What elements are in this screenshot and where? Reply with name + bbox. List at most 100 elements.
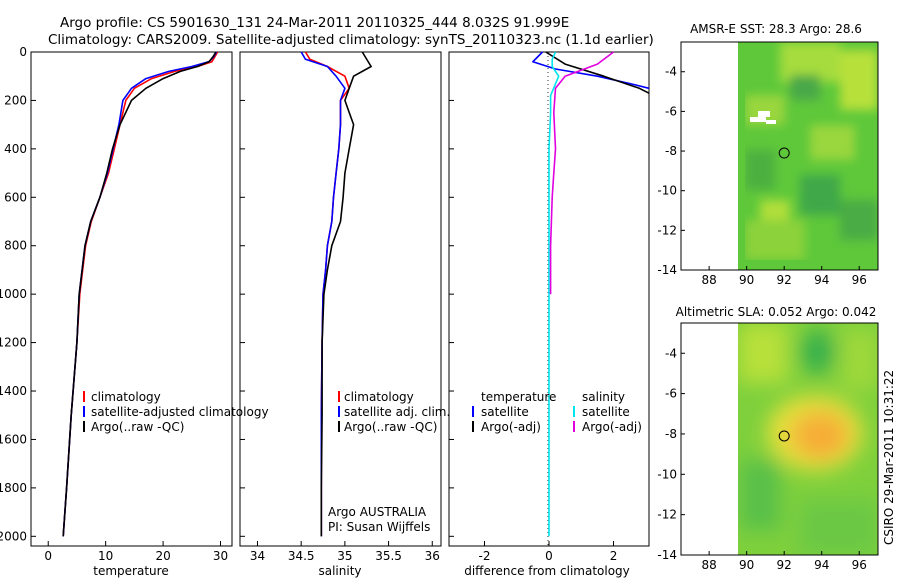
legend-label-climatology: climatology bbox=[91, 390, 161, 404]
legend-label-climatology: climatology bbox=[344, 390, 414, 404]
map-frame bbox=[680, 322, 879, 556]
y-tick-label: 1600 bbox=[0, 432, 27, 446]
legend-swatch-climatology bbox=[83, 391, 85, 402]
axis-ticks-sla: 88 90 92 94 96 -4 -6 -8 -10 -12 -14 bbox=[657, 346, 866, 572]
legend-swatch-temp-satellite bbox=[472, 406, 474, 417]
series-lines-temperature bbox=[62, 51, 219, 537]
y-tick-label: 1400 bbox=[0, 384, 27, 398]
axis-ticks-temperature: 0 10 20 30 0 200 400 600 800 1000 1200 1400 1600 1800… bbox=[0, 45, 228, 563]
series-lines-difference bbox=[532, 51, 650, 537]
series-line bbox=[62, 51, 219, 537]
series-line bbox=[545, 51, 650, 94]
y-tick-label: -6 bbox=[665, 387, 677, 401]
panel-temperature: 0 10 20 30 0 200 400 600 800 1000 1200 1400 1600 1800… bbox=[0, 45, 269, 578]
x-tick-label: 90 bbox=[739, 558, 754, 572]
y-tick-label: 1200 bbox=[0, 336, 27, 350]
x-axis-label: salinity bbox=[318, 564, 361, 578]
x-tick-label: -2 bbox=[478, 549, 490, 563]
y-tick-label: -12 bbox=[657, 508, 677, 522]
legend-title-salinity: salinity bbox=[582, 390, 625, 404]
y-tick-label: 800 bbox=[4, 239, 27, 253]
y-tick-label: -14 bbox=[657, 263, 677, 277]
x-tick-label: 34.5 bbox=[288, 549, 315, 563]
legend-temperature: climatology satellite-adjusted climatolo… bbox=[83, 390, 269, 434]
series-lines-salinity bbox=[300, 51, 372, 537]
y-tick-label: 0 bbox=[19, 45, 27, 59]
x-tick-label: 20 bbox=[155, 549, 170, 563]
legend-swatch-argo bbox=[83, 421, 85, 432]
x-tick-label: 35 bbox=[337, 549, 352, 563]
x-tick-label: 2 bbox=[610, 549, 618, 563]
y-tick-label: 200 bbox=[4, 93, 27, 107]
x-tick-label: 96 bbox=[852, 273, 867, 287]
panel-frame bbox=[30, 51, 233, 547]
axis-ticks-salinity: 34 34.5 35 35.5 36 bbox=[240, 51, 440, 563]
y-tick-label: 1000 bbox=[0, 287, 27, 301]
map-sst: AMSR-E SST: 28.3 Argo: 28.6 88 90 92 94 96 -4… bbox=[657, 22, 879, 287]
legend-label-argo: Argo(..raw -QC) bbox=[344, 420, 437, 434]
y-tick-label: -12 bbox=[657, 223, 677, 237]
legend-label-sal-argo: Argo(-adj) bbox=[582, 420, 642, 434]
series-line bbox=[62, 51, 218, 537]
y-tick-label: -14 bbox=[657, 548, 677, 562]
x-tick-label: 94 bbox=[814, 273, 829, 287]
argo-position-marker bbox=[778, 147, 790, 159]
panel-frame bbox=[239, 51, 442, 547]
x-tick-label: 0 bbox=[44, 549, 52, 563]
legend-swatch-climatology bbox=[338, 391, 340, 402]
legend-label-temp-satellite: satellite bbox=[481, 405, 529, 419]
x-tick-label: 10 bbox=[98, 549, 113, 563]
legend-swatch-sal-satellite bbox=[573, 406, 575, 417]
series-line bbox=[62, 51, 217, 537]
map-title: AMSR-E SST: 28.3 Argo: 28.6 bbox=[690, 22, 862, 36]
annotation-pi: PI: Susan Wijffels bbox=[328, 520, 430, 534]
legend-title-temperature: temperature bbox=[481, 390, 556, 404]
series-line bbox=[300, 51, 346, 537]
annotation-argo-australia: Argo AUSTRALIA bbox=[328, 505, 427, 519]
y-tick-label: -4 bbox=[665, 65, 677, 79]
panel-salinity: 34 34.5 35 35.5 36 salinity climatology sate… bbox=[239, 51, 450, 578]
y-tick-label: 2000 bbox=[0, 529, 27, 543]
panel-difference: -2 0 2 difference from climatology tempera… bbox=[448, 51, 650, 578]
x-tick-label: 94 bbox=[814, 558, 829, 572]
legend-swatch-temp-argo bbox=[472, 421, 474, 432]
y-tick-label: -8 bbox=[665, 427, 677, 441]
series-line bbox=[320, 51, 372, 537]
axis-ticks-difference: -2 0 2 bbox=[449, 51, 618, 563]
x-tick-label: 88 bbox=[702, 558, 717, 572]
legend-label-temp-argo: Argo(-adj) bbox=[481, 420, 541, 434]
legend-swatch-argo bbox=[338, 421, 340, 432]
legend-salinity: climatology satellite adj. clim. Argo(..… bbox=[338, 390, 450, 434]
y-tick-label: 600 bbox=[4, 190, 27, 204]
map-title: Altimetric SLA: 0.052 Argo: 0.042 bbox=[676, 305, 877, 319]
map-frame bbox=[680, 41, 879, 271]
figure-title-line1: Argo profile: CS 5901630_131 24-Mar-2011… bbox=[60, 15, 569, 31]
timestamp-side-text: CSIRO 29-Mar-2011 10:31:22 bbox=[882, 370, 896, 545]
x-tick-label: 90 bbox=[739, 273, 754, 287]
legend-label-sal-satellite: satellite bbox=[582, 405, 630, 419]
x-axis-label: temperature bbox=[93, 564, 168, 578]
argo-position-marker bbox=[778, 430, 790, 442]
x-tick-label: 96 bbox=[852, 558, 867, 572]
sst-field bbox=[738, 42, 878, 270]
sla-field bbox=[738, 323, 878, 555]
legend-swatch-satellite-adjusted bbox=[83, 406, 85, 417]
y-tick-label: -4 bbox=[665, 346, 677, 360]
y-tick-label: 1800 bbox=[0, 481, 27, 495]
series-line bbox=[549, 51, 614, 295]
legend-swatch-sal-argo bbox=[573, 421, 575, 432]
y-tick-label: 400 bbox=[4, 142, 27, 156]
legend-difference: temperature satellite Argo(-adj) salinit… bbox=[472, 390, 642, 434]
y-tick-label: -6 bbox=[665, 104, 677, 118]
legend-label-argo: Argo(..raw -QC) bbox=[91, 420, 184, 434]
x-tick-label: 0 bbox=[545, 549, 553, 563]
x-tick-label: 92 bbox=[777, 558, 792, 572]
x-tick-label: 92 bbox=[777, 273, 792, 287]
x-tick-label: 35.5 bbox=[375, 549, 402, 563]
x-tick-label: 36 bbox=[425, 549, 440, 563]
legend-swatch-satellite-adj bbox=[338, 406, 340, 417]
x-tick-label: 88 bbox=[702, 273, 717, 287]
x-axis-label: difference from climatology bbox=[464, 564, 630, 578]
y-tick-label: -8 bbox=[665, 144, 677, 158]
